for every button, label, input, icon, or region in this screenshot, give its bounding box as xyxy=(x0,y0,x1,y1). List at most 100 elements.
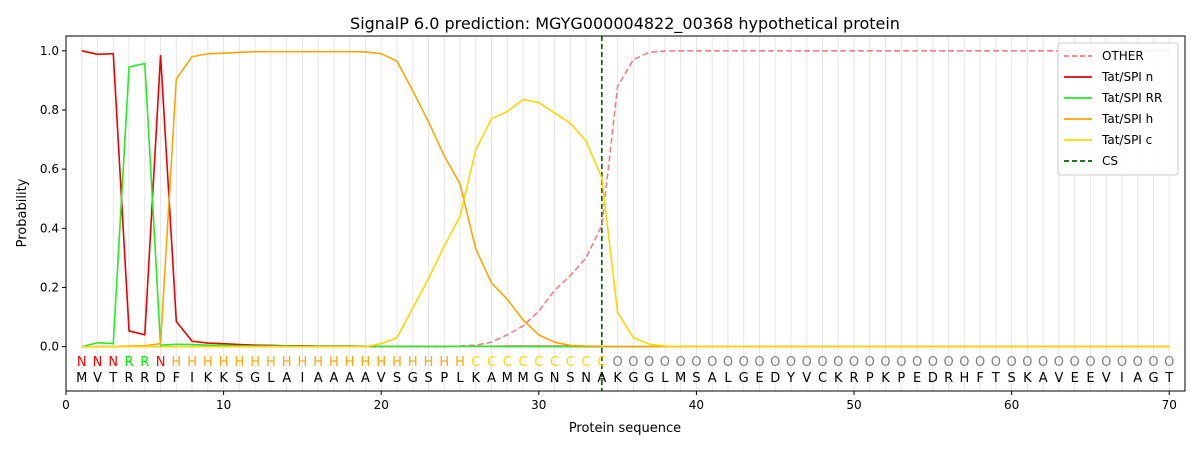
residue-label: E xyxy=(755,371,763,386)
residue-label: I xyxy=(190,371,194,386)
residue-label: V xyxy=(802,371,811,386)
region-label: O xyxy=(1164,355,1174,370)
residue-label: M xyxy=(517,371,528,386)
x-tick-label: 0 xyxy=(62,398,70,412)
residue-label: K xyxy=(204,371,213,386)
residue-label: T xyxy=(108,371,117,386)
region-label: O xyxy=(833,355,843,370)
residue-label: A xyxy=(1133,371,1142,386)
residue-label: I xyxy=(1120,371,1124,386)
residue-label: V xyxy=(1054,371,1063,386)
residue-label: K xyxy=(881,371,890,386)
residue-label: F xyxy=(173,371,180,386)
residue-label: V xyxy=(377,371,386,386)
legend-label: CS xyxy=(1102,154,1118,168)
region-label: O xyxy=(1148,355,1158,370)
region-label: N xyxy=(93,355,103,370)
region-label: H xyxy=(298,355,308,370)
region-label: O xyxy=(896,355,906,370)
region-label: O xyxy=(786,355,796,370)
region-label: H xyxy=(171,355,181,370)
region-label: O xyxy=(723,355,733,370)
region-label: O xyxy=(928,355,938,370)
residue-label: N xyxy=(581,371,591,386)
residue-label: E xyxy=(1086,371,1094,386)
residue-label: Y xyxy=(786,371,795,386)
residue-label: A xyxy=(708,371,717,386)
region-label: O xyxy=(817,355,827,370)
residue-label: A xyxy=(1039,371,1048,386)
region-label: N xyxy=(108,355,118,370)
residue-label: A xyxy=(487,371,496,386)
region-label: H xyxy=(361,355,371,370)
series-line-tat-spi-h xyxy=(81,50,1170,348)
residue-label: R xyxy=(140,371,149,386)
region-label: O xyxy=(1054,355,1064,370)
y-tick-label: 0.2 xyxy=(40,280,59,294)
region-label: O xyxy=(660,355,670,370)
residue-label: M xyxy=(502,371,513,386)
region-label: C xyxy=(550,355,559,370)
x-tick-label: 50 xyxy=(846,398,861,412)
region-label: H xyxy=(187,355,197,370)
legend-label: Tat/SPI c xyxy=(1101,133,1152,147)
region-label: R xyxy=(125,355,134,370)
residue-label: G xyxy=(644,371,654,386)
residue-label: A xyxy=(282,371,291,386)
residue-label: A xyxy=(345,371,354,386)
residue-label: L xyxy=(267,371,275,386)
residue-label: P xyxy=(866,371,874,386)
legend-label: Tat/SPI n xyxy=(1101,70,1153,84)
residue-label: R xyxy=(125,371,134,386)
region-label: O xyxy=(1038,355,1048,370)
y-tick-label: 0.4 xyxy=(40,221,59,235)
region-label: O xyxy=(754,355,764,370)
chart-title: SignalP 6.0 prediction: MGYG000004822_00… xyxy=(350,14,900,34)
region-label: C xyxy=(534,355,543,370)
x-tick-label: 40 xyxy=(689,398,704,412)
residue-label: E xyxy=(1071,371,1079,386)
region-label: H xyxy=(376,355,386,370)
residue-label: A xyxy=(329,371,338,386)
residue-label: S xyxy=(393,371,401,386)
residue-label: S xyxy=(692,371,700,386)
y-axis-ticks: 0.0 0.2 0.4 0.6 0.8 1.0 xyxy=(40,44,66,354)
region-label: O xyxy=(770,355,780,370)
residue-label: K xyxy=(613,371,622,386)
region-label: H xyxy=(392,355,402,370)
residue-label: V xyxy=(1102,371,1111,386)
residue-label: T xyxy=(1164,371,1173,386)
gridlines xyxy=(81,36,1170,391)
residue-label: C xyxy=(818,371,827,386)
region-label: H xyxy=(455,355,465,370)
region-label: O xyxy=(880,355,890,370)
y-tick-label: 0.8 xyxy=(40,103,59,117)
series-line-tat-spi-n xyxy=(81,50,1170,348)
series-lines xyxy=(81,49,1170,348)
residue-label: F xyxy=(976,371,983,386)
residue-label: N xyxy=(550,371,560,386)
residue-label: R xyxy=(944,371,953,386)
region-label: C xyxy=(487,355,496,370)
residue-label: E xyxy=(913,371,921,386)
residue-label: P xyxy=(440,371,448,386)
region-label: O xyxy=(802,355,812,370)
region-label: C xyxy=(519,355,528,370)
residue-label: R xyxy=(850,371,859,386)
region-label: O xyxy=(691,355,701,370)
residue-label: A xyxy=(597,371,606,386)
region-label: O xyxy=(739,355,749,370)
residue-label: K xyxy=(834,371,843,386)
region-label: O xyxy=(628,355,638,370)
region-label: H xyxy=(282,355,292,370)
series-line-tat-spi-c xyxy=(81,98,1170,348)
region-label: H xyxy=(234,355,244,370)
residue-label: K xyxy=(472,371,481,386)
region-label: H xyxy=(345,355,355,370)
region-label: H xyxy=(250,355,260,370)
residue-label: S xyxy=(235,371,243,386)
y-tick-label: 0.6 xyxy=(40,162,59,176)
residue-label: L xyxy=(661,371,669,386)
